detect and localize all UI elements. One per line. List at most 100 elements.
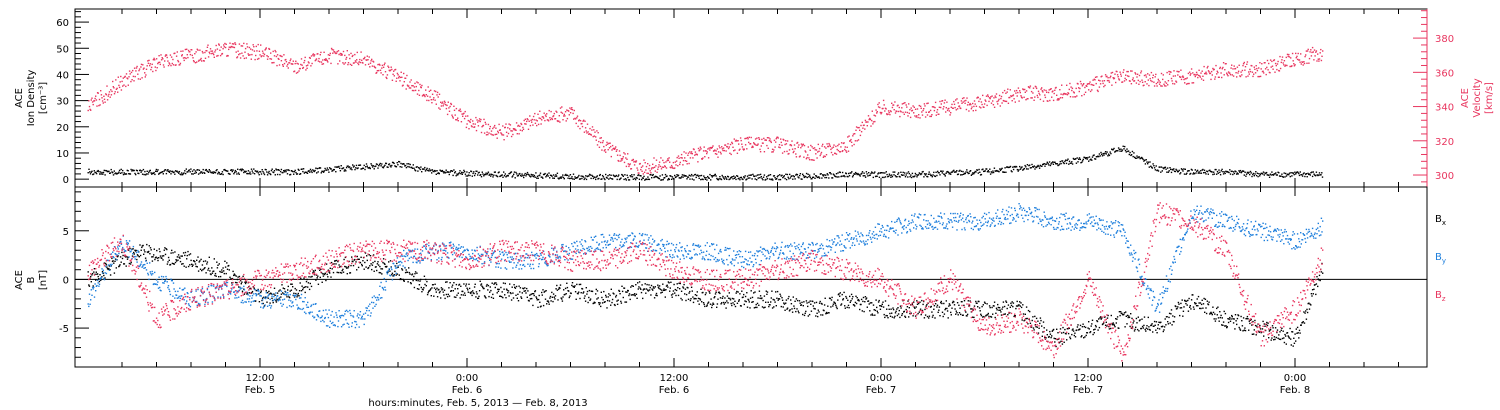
velocity-point: [423, 93, 425, 96]
bx-point: [275, 299, 277, 302]
bx-point: [855, 302, 858, 305]
density-point: [546, 175, 548, 177]
density-point: [812, 176, 814, 179]
bx-point: [100, 279, 102, 281]
density-point: [390, 166, 392, 168]
velocity-point: [512, 128, 515, 130]
velocity-point: [726, 146, 729, 148]
density-point: [1320, 174, 1322, 176]
bx-point: [754, 291, 756, 293]
velocity-point: [972, 102, 974, 105]
density-point: [408, 166, 411, 168]
bx-point: [635, 293, 638, 295]
velocity-point: [428, 99, 430, 102]
velocity-point: [102, 102, 104, 104]
bx-point: [274, 294, 276, 296]
velocity-point: [184, 48, 187, 51]
density-point: [1170, 168, 1172, 171]
bx-point: [290, 283, 292, 285]
bx-point: [149, 253, 151, 255]
velocity-point: [360, 51, 362, 53]
velocity-point: [995, 93, 998, 95]
bx-point: [455, 296, 457, 298]
density-point: [1308, 173, 1311, 175]
bx-point: [718, 291, 720, 293]
density-point: [231, 170, 233, 173]
velocity-point: [127, 78, 129, 80]
density-point: [966, 169, 968, 171]
density-point: [417, 166, 420, 169]
density-point: [536, 175, 539, 177]
bx-point: [131, 255, 134, 257]
bx-point: [433, 287, 436, 289]
velocity-point: [338, 53, 340, 56]
density-point: [145, 174, 147, 176]
density-point: [954, 171, 956, 173]
velocity-point: [1021, 97, 1023, 99]
density-point: [950, 173, 952, 175]
density-point: [322, 170, 324, 173]
bx-point: [738, 299, 740, 301]
density-point: [631, 176, 634, 178]
velocity-point: [182, 57, 185, 59]
velocity-point: [721, 146, 723, 148]
bx-point: [675, 294, 677, 297]
density-point: [761, 177, 763, 180]
density-point: [1076, 157, 1078, 159]
velocity-point: [324, 59, 326, 61]
velocity-point: [253, 50, 256, 52]
velocity-point: [641, 170, 643, 172]
bx-point: [657, 286, 660, 288]
velocity-point: [261, 55, 263, 57]
velocity-point: [550, 110, 552, 113]
velocity-point: [1308, 62, 1310, 64]
velocity-point: [199, 49, 201, 51]
velocity-point: [1249, 70, 1252, 73]
bx-point: [432, 284, 434, 286]
velocity-point: [717, 151, 720, 153]
velocity-point: [680, 153, 683, 156]
density-point: [437, 172, 440, 174]
velocity-point: [1256, 69, 1259, 72]
top-rlabel-line3: [km/s]: [1484, 82, 1495, 114]
velocity-point: [231, 43, 234, 45]
bx-point: [345, 266, 347, 268]
density-point: [136, 170, 138, 172]
velocity-point: [255, 45, 257, 48]
bx-point: [113, 272, 116, 274]
density-point: [595, 176, 598, 178]
top-left-tick-label: 10: [56, 149, 69, 160]
velocity-point: [643, 159, 645, 161]
velocity-point: [1242, 64, 1244, 67]
density-point: [313, 170, 316, 173]
bx-point: [640, 291, 643, 294]
velocity-point: [318, 57, 320, 60]
velocity-point: [374, 67, 377, 69]
bx-point: [464, 294, 466, 296]
velocity-point: [464, 110, 466, 113]
velocity-point: [878, 102, 880, 104]
density-point: [920, 173, 923, 175]
bx-point: [214, 272, 217, 275]
bx-point: [92, 285, 94, 287]
density-point: [1133, 152, 1135, 154]
velocity-point: [117, 76, 119, 78]
bx-point: [641, 284, 643, 286]
density-point: [353, 165, 355, 167]
velocity-point: [578, 119, 581, 121]
density-point: [795, 174, 797, 176]
density-point: [500, 174, 503, 177]
velocity-point: [494, 133, 496, 136]
top-right-tick-label: 300: [1435, 171, 1454, 182]
velocity-point: [775, 141, 777, 143]
density-point: [1309, 174, 1311, 176]
velocity-point: [128, 70, 131, 72]
density-point: [1288, 172, 1291, 174]
density-point: [1202, 168, 1204, 171]
bx-point: [233, 273, 236, 275]
density-point: [521, 173, 523, 175]
velocity-point: [736, 140, 738, 142]
velocity-point: [1293, 63, 1295, 65]
velocity-point: [91, 101, 94, 103]
velocity-point: [352, 54, 354, 57]
